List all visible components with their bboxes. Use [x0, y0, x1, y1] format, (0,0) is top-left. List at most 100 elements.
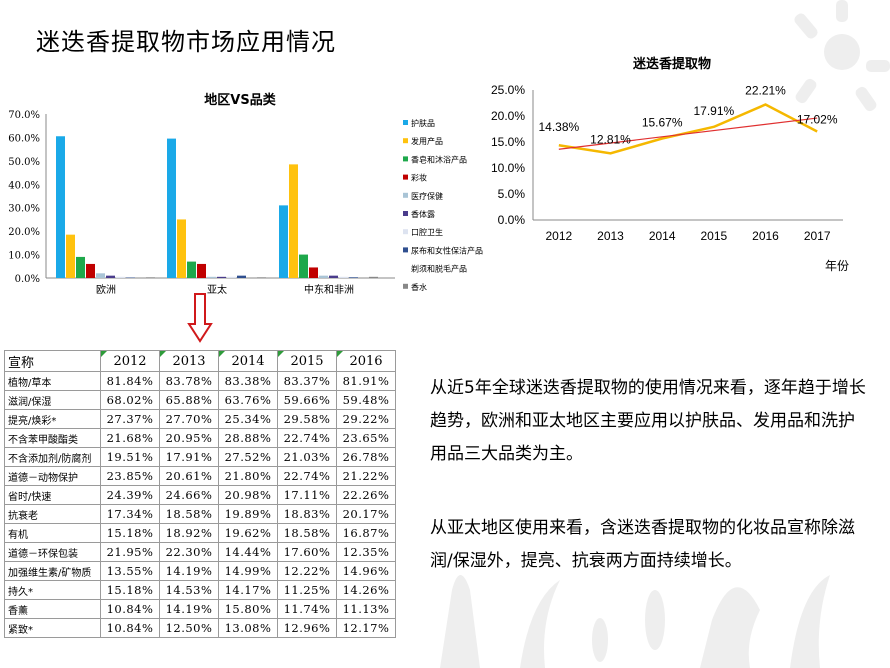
claim-label: 加强维生素/矿物质 [4, 561, 101, 581]
claim-value: 21.03% [277, 447, 337, 467]
table-header-2013: 2013 [159, 350, 219, 372]
trend-line [558, 117, 818, 150]
claim-value: 27.70% [159, 409, 219, 429]
claim-label: 香薰 [4, 599, 101, 619]
claim-value: 26.78% [336, 447, 396, 467]
bar-2-7 [349, 277, 358, 278]
bar-y-tick-label: 60.0% [8, 133, 40, 144]
bar-0-2 [76, 256, 85, 278]
claim-value: 14.53% [159, 580, 219, 600]
table-row: 不含苯甲酸酯类 21.68% 20.95% 28.88% 22.74% 23.65% [4, 428, 396, 448]
table-row: 滋润/保湿 68.02% 65.88% 63.76% 59.66% 59.48% [4, 390, 396, 410]
line-data-label: 17.91% [693, 104, 734, 118]
claim-value: 14.96% [336, 561, 396, 581]
claim-value: 24.39% [100, 485, 160, 505]
claim-label: 紧致* [4, 618, 101, 638]
claim-value: 18.92% [159, 523, 219, 543]
bar-0-0 [56, 136, 65, 278]
claim-label: 不含添加剂/防腐剂 [4, 447, 101, 467]
claim-label: 提亮/焕彩* [4, 409, 101, 429]
table-row: 道德－环保包装 21.95% 22.30% 14.44% 17.60% 12.35% [4, 542, 396, 562]
claim-label: 有机 [4, 523, 101, 543]
table-row: 提亮/焕彩* 27.37% 27.70% 25.34% 29.58% 29.22% [4, 409, 396, 429]
claim-value: 21.68% [100, 428, 160, 448]
table-header-2012: 2012 [100, 350, 160, 372]
bar-y-tick-label: 50.0% [8, 157, 40, 168]
line-y-tick-label: 15.0% [491, 135, 525, 149]
table-header-claim: 宣称 [4, 350, 101, 372]
legend-swatch [403, 138, 408, 144]
claim-value: 16.87% [336, 523, 396, 543]
bar-y-tick-label: 30.0% [8, 204, 40, 215]
claim-value: 13.55% [100, 561, 160, 581]
claim-value: 68.02% [100, 390, 160, 410]
claim-value: 81.91% [336, 371, 396, 391]
claim-value: 15.18% [100, 523, 160, 543]
claim-value: 83.38% [218, 371, 278, 391]
legend-label: 医疗保健 [411, 191, 443, 201]
claim-label: 滋润/保湿 [4, 390, 101, 410]
bar-1-2 [187, 261, 196, 278]
claim-value: 14.19% [159, 599, 219, 619]
bar-category-label: 欧洲 [96, 284, 116, 296]
legend-swatch [403, 283, 408, 289]
claim-value: 19.51% [100, 447, 160, 467]
bar-y-tick-label: 40.0% [8, 180, 40, 191]
bar-2-2 [299, 254, 308, 278]
bar-2-9 [369, 276, 378, 278]
legend-swatch [403, 265, 408, 271]
bar-y-tick-label: 0.0% [15, 274, 40, 285]
claim-value: 18.58% [277, 523, 337, 543]
claim-value: 15.80% [218, 599, 278, 619]
bar-1-7 [237, 275, 246, 278]
flag-icon [278, 351, 284, 357]
bar-2-4 [319, 275, 328, 278]
line-x-label: 年份 [825, 259, 849, 273]
claim-label: 省时/快速 [4, 485, 101, 505]
line-y-tick-label: 20.0% [491, 109, 525, 123]
summary-paragraph-2: 从亚太地区使用来看，含迷迭香提取物的化妆品宣称除滋润/保湿外，提亮、抗衰两方面持… [430, 518, 855, 571]
claim-value: 11.25% [277, 580, 337, 600]
table-row: 省时/快速 24.39% 24.66% 20.98% 17.11% 22.26% [4, 485, 396, 505]
table-header-row: 宣称 2012 2013 2014 2015 2016 [4, 350, 396, 372]
claim-value: 17.60% [277, 542, 337, 562]
bar-chart-title: 地区VS品类 [204, 92, 276, 108]
bar-1-1 [177, 219, 186, 278]
legend-label: 口腔卫生 [411, 227, 443, 237]
claim-value: 83.37% [277, 371, 337, 391]
bar-1-9 [257, 277, 266, 278]
claim-value: 28.88% [218, 428, 278, 448]
table-row: 紧致* 10.84% 12.50% 13.08% 12.96% 12.17% [4, 618, 396, 638]
line-chart-title: 迷迭香提取物 [632, 56, 711, 71]
claim-value: 29.22% [336, 409, 396, 429]
claim-value: 24.66% [159, 485, 219, 505]
claim-value: 59.66% [277, 390, 337, 410]
claim-value: 20.17% [336, 504, 396, 524]
claims-table: 宣称 2012 2013 2014 2015 2016 植物/草本 81.84% 8… [4, 350, 396, 638]
claim-value: 17.34% [100, 504, 160, 524]
line-x-tick-label: 2015 [700, 229, 727, 243]
down-arrow-icon [187, 293, 213, 343]
line-x-tick-label: 2013 [597, 229, 624, 243]
claim-value: 18.83% [277, 504, 337, 524]
claim-value: 21.80% [218, 466, 278, 486]
line-y-tick-label: 5.0% [498, 187, 526, 201]
claim-value: 22.30% [159, 542, 219, 562]
bar-2-1 [289, 164, 298, 278]
claim-value: 13.08% [218, 618, 278, 638]
table-row: 植物/草本 81.84% 83.78% 83.38% 83.37% 81.91% [4, 371, 396, 391]
table-row: 抗衰老 17.34% 18.58% 19.89% 18.83% 20.17% [4, 504, 396, 524]
claim-value: 12.96% [277, 618, 337, 638]
table-header-2014: 2014 [218, 350, 278, 372]
claim-value: 14.26% [336, 580, 396, 600]
line-data-label: 17.02% [797, 112, 838, 126]
flag-icon [337, 351, 343, 357]
claim-value: 20.95% [159, 428, 219, 448]
table-row: 有机 15.18% 18.92% 19.62% 18.58% 16.87% [4, 523, 396, 543]
claim-value: 27.37% [100, 409, 160, 429]
legend-label: 发用产品 [411, 136, 443, 146]
claim-value: 18.58% [159, 504, 219, 524]
bar-1-3 [197, 263, 206, 278]
claim-value: 83.78% [159, 371, 219, 391]
claim-value: 20.98% [218, 485, 278, 505]
